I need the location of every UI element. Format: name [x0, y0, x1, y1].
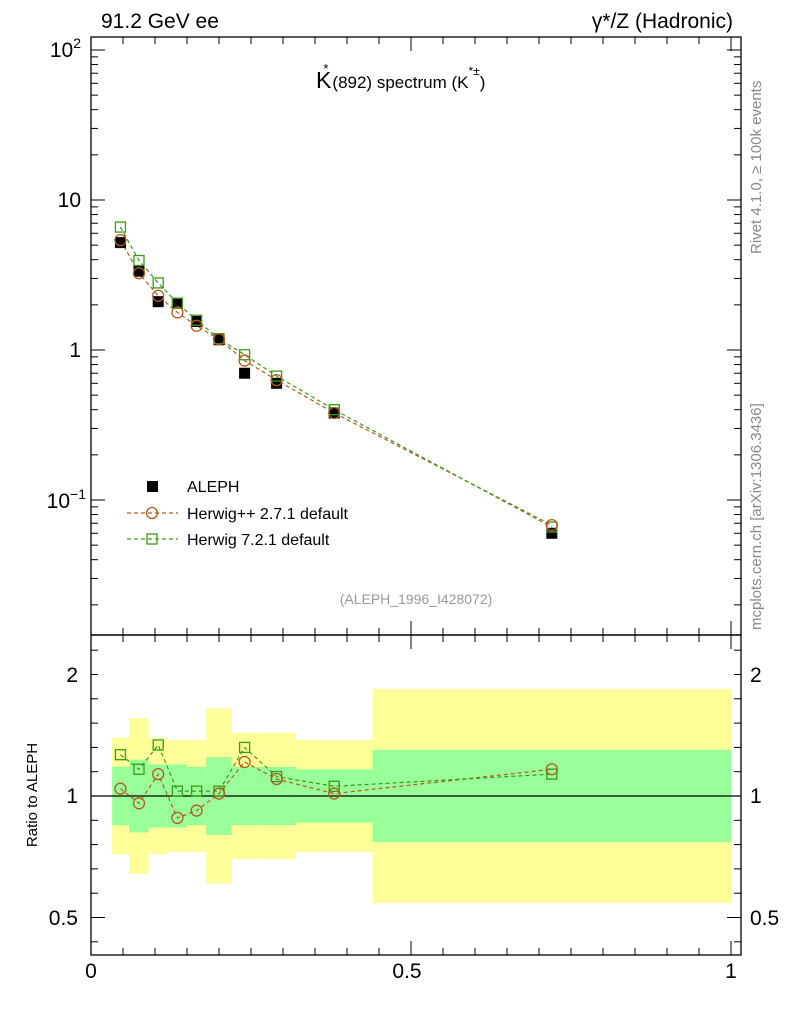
aleph-point-4: [191, 315, 203, 327]
aleph-point-9: [546, 527, 558, 539]
ratio-axis-ticks: [90, 635, 741, 955]
herwigpp-point-0: [114, 233, 127, 247]
aleph-point-5: [213, 334, 225, 346]
chart-title: K*(892) spectrum (K*±): [316, 61, 485, 93]
x-tick-label-0: 0: [85, 960, 97, 983]
herwig7-point-7: [270, 370, 283, 382]
herwigpp-line: [119, 239, 553, 526]
mcplots-reference-label: mcplots.cern.ch [arXiv:1306.3436]: [748, 403, 765, 630]
herwig7-line: [119, 226, 553, 528]
ratio-tick-label-0.5-left: 0.5: [49, 907, 78, 930]
ratio-herwigpp-point-5: [212, 787, 226, 800]
ratio-herwig7-point-8: [328, 780, 340, 792]
x-tick-label-1: 1: [725, 960, 737, 983]
ratio-tick-label-1-right: 1: [750, 785, 762, 808]
herwig7-point-6: [238, 349, 251, 361]
ratio-herwigpp-line: [120, 761, 552, 819]
ratio-herwigpp-point-3: [171, 811, 184, 825]
ratio-herwig7-point-0: [114, 749, 127, 761]
ratio-herwigpp-point-9: [545, 763, 558, 776]
herwigpp-point-4: [190, 319, 203, 332]
ratio-herwigpp-point-7: [270, 772, 283, 786]
herwigpp-point-9: [545, 518, 558, 532]
y-tick-label-100: 102: [50, 35, 81, 62]
herwigpp-point-8: [328, 406, 341, 420]
y-tick-label-0.1: 10−1: [47, 486, 87, 513]
ratio-herwig7-point-4: [190, 785, 203, 797]
x-tick-label-0.5: 0.5: [392, 960, 421, 983]
ratio-herwig7-point-1: [133, 763, 145, 775]
ratio-herwig7-point-6: [238, 741, 251, 754]
ratio-plot-frame: [90, 634, 742, 956]
ratio-herwig7-point-3: [171, 785, 184, 797]
aleph-point-0: [114, 237, 126, 249]
legend-marker-herwig7: [146, 533, 158, 545]
aleph-point-8: [328, 407, 340, 419]
ratio-tick-label-0.5-right: 0.5: [750, 907, 779, 930]
legend-label-herwigpp: Herwig++ 2.7.1 default: [187, 506, 349, 523]
herwig7-point-0: [114, 221, 127, 233]
ratio-ylabel: Ratio to ALEPH: [24, 743, 41, 847]
herwig7-point-4: [190, 314, 203, 326]
legend-label-aleph: ALEPH: [187, 479, 239, 496]
legend-label-herwig7: Herwig 7.2.1 default: [187, 532, 330, 549]
header-left-label: 91.2 GeV ee: [101, 10, 219, 33]
ratio-herwigpp-point-6: [238, 755, 251, 769]
herwigpp-point-3: [171, 306, 184, 319]
ratio-tick-label-1-left: 1: [66, 785, 78, 808]
herwigpp-point-7: [270, 373, 283, 387]
legend-marker-herwigpp: [145, 506, 159, 520]
ratio-herwigpp-point-0: [114, 782, 127, 795]
herwigpp-point-6: [238, 354, 251, 367]
herwig7-point-1: [133, 254, 145, 267]
analysis-id-label: (ALEPH_1996_I428072): [340, 591, 493, 607]
herwigpp-point-2: [152, 289, 165, 302]
ratio-tick-label-2-left: 2: [66, 664, 78, 687]
aleph-point-1: [133, 265, 145, 277]
y-tick-label-1: 1: [69, 339, 81, 362]
ratio-herwig7-point-9: [546, 768, 558, 780]
herwigpp-point-5: [212, 333, 226, 346]
ratio-tick-label-2-right: 2: [750, 664, 762, 687]
main-series-group: [114, 221, 558, 539]
ratio-herwigpp-point-4: [190, 804, 203, 817]
header-right-label: γ*/Z (Hadronic): [592, 10, 733, 33]
rivet-version-label: Rivet 4.1.0, ≥ 100k events: [748, 81, 765, 254]
aleph-point-6: [239, 367, 251, 379]
ratio-herwigpp-point-8: [328, 787, 341, 800]
legend-marker-aleph: [147, 481, 158, 492]
ratio-herwig7-point-2: [152, 739, 164, 751]
y-tick-label-10: 10: [58, 189, 81, 212]
ratio-herwigpp-point-2: [152, 767, 165, 781]
herwig7-point-2: [152, 277, 164, 289]
herwig7-point-3: [171, 297, 184, 309]
ratio-herwig7-line: [120, 743, 552, 792]
ratio-series-group: [114, 739, 558, 825]
ratio-herwigpp-point-1: [132, 797, 146, 810]
herwigpp-point-1: [132, 267, 146, 280]
aleph-point-3: [171, 297, 183, 309]
legend: ALEPH Herwig++ 2.7.1 default Herwig 7.2.…: [127, 479, 349, 549]
aleph-point-7: [271, 377, 283, 389]
main-axis-ticks: [90, 37, 741, 635]
